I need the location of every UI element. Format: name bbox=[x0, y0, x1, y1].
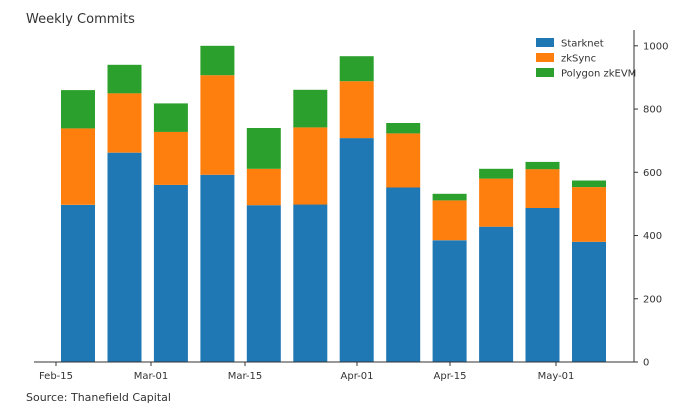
bar-starknet-1 bbox=[61, 204, 95, 362]
y-tick-label-0: 0 bbox=[643, 358, 649, 369]
legend-swatch-starknet bbox=[536, 38, 554, 47]
y-tick-label-400: 400 bbox=[643, 231, 662, 242]
bar-zksync-12 bbox=[572, 187, 606, 242]
bar-starknet-10 bbox=[479, 226, 514, 362]
bar-polygon-zkevm-8 bbox=[386, 123, 421, 134]
bar-starknet-7 bbox=[339, 138, 374, 362]
bar-zksync-6 bbox=[293, 127, 328, 205]
x-tick-label-apr-15: Apr-15 bbox=[434, 371, 467, 382]
legend: Starknet zkSync Polygon zkEVM bbox=[536, 38, 636, 80]
bar-polygon-zkevm-6 bbox=[293, 89, 328, 128]
y-tick-label-800: 800 bbox=[643, 105, 662, 116]
bar-starknet-2 bbox=[107, 152, 142, 362]
legend-swatch-polygon-zkevm bbox=[536, 68, 554, 77]
bar-zksync-8 bbox=[386, 133, 421, 188]
bar-zksync-3 bbox=[153, 131, 188, 185]
bar-polygon-zkevm-4 bbox=[200, 45, 235, 76]
legend-label-zksync: zkSync bbox=[561, 54, 596, 65]
bar-polygon-zkevm-7 bbox=[339, 56, 374, 82]
bar-starknet-4 bbox=[200, 174, 235, 362]
y-tick-label-1000: 1000 bbox=[643, 41, 668, 52]
bars-layer bbox=[61, 45, 606, 362]
y-tick-label-600: 600 bbox=[643, 168, 662, 179]
x-tick-label-feb-15: Feb-15 bbox=[39, 371, 73, 382]
bar-starknet-6 bbox=[293, 204, 328, 362]
legend-label-polygon-zkevm: Polygon zkEVM bbox=[561, 69, 636, 80]
legend-swatch-zksync bbox=[536, 53, 554, 62]
axes-layer: 0 200 400 600 800 1000 Feb-15 Mar-01 Mar-15 Apr-0… bbox=[34, 30, 668, 382]
bar-zksync-5 bbox=[246, 168, 281, 206]
x-tick-label-apr-01: Apr-01 bbox=[341, 371, 374, 382]
bar-zksync-11 bbox=[525, 169, 560, 208]
bar-zksync-7 bbox=[339, 81, 374, 139]
bar-zksync-10 bbox=[479, 178, 514, 227]
chart-title: Weekly Commits bbox=[26, 12, 135, 27]
bar-starknet-3 bbox=[153, 184, 188, 362]
bar-starknet-12 bbox=[572, 241, 606, 362]
bar-polygon-zkevm-11 bbox=[525, 161, 560, 170]
bar-polygon-zkevm-5 bbox=[246, 128, 281, 169]
bar-polygon-zkevm-2 bbox=[107, 64, 142, 94]
bar-starknet-5 bbox=[246, 205, 281, 362]
bar-zksync-2 bbox=[107, 93, 142, 153]
bar-polygon-zkevm-10 bbox=[479, 168, 514, 179]
bar-starknet-11 bbox=[525, 208, 560, 362]
x-tick-label-may-01: May-01 bbox=[538, 371, 575, 382]
bar-zksync-4 bbox=[200, 75, 235, 175]
bar-polygon-zkevm-1 bbox=[61, 90, 95, 129]
bar-zksync-1 bbox=[61, 128, 95, 205]
x-tick-label-mar-15: Mar-15 bbox=[228, 371, 263, 382]
bar-zksync-9 bbox=[432, 200, 467, 241]
bar-starknet-8 bbox=[386, 187, 421, 362]
y-tick-label-200: 200 bbox=[643, 294, 662, 305]
bar-polygon-zkevm-9 bbox=[432, 193, 467, 201]
bar-starknet-9 bbox=[432, 240, 467, 362]
bar-polygon-zkevm-12 bbox=[572, 180, 606, 188]
source-note: Source: Thanefield Capital bbox=[26, 391, 171, 404]
x-tick-label-mar-01: Mar-01 bbox=[134, 371, 169, 382]
bar-polygon-zkevm-3 bbox=[153, 103, 188, 132]
legend-label-starknet: Starknet bbox=[561, 39, 604, 50]
